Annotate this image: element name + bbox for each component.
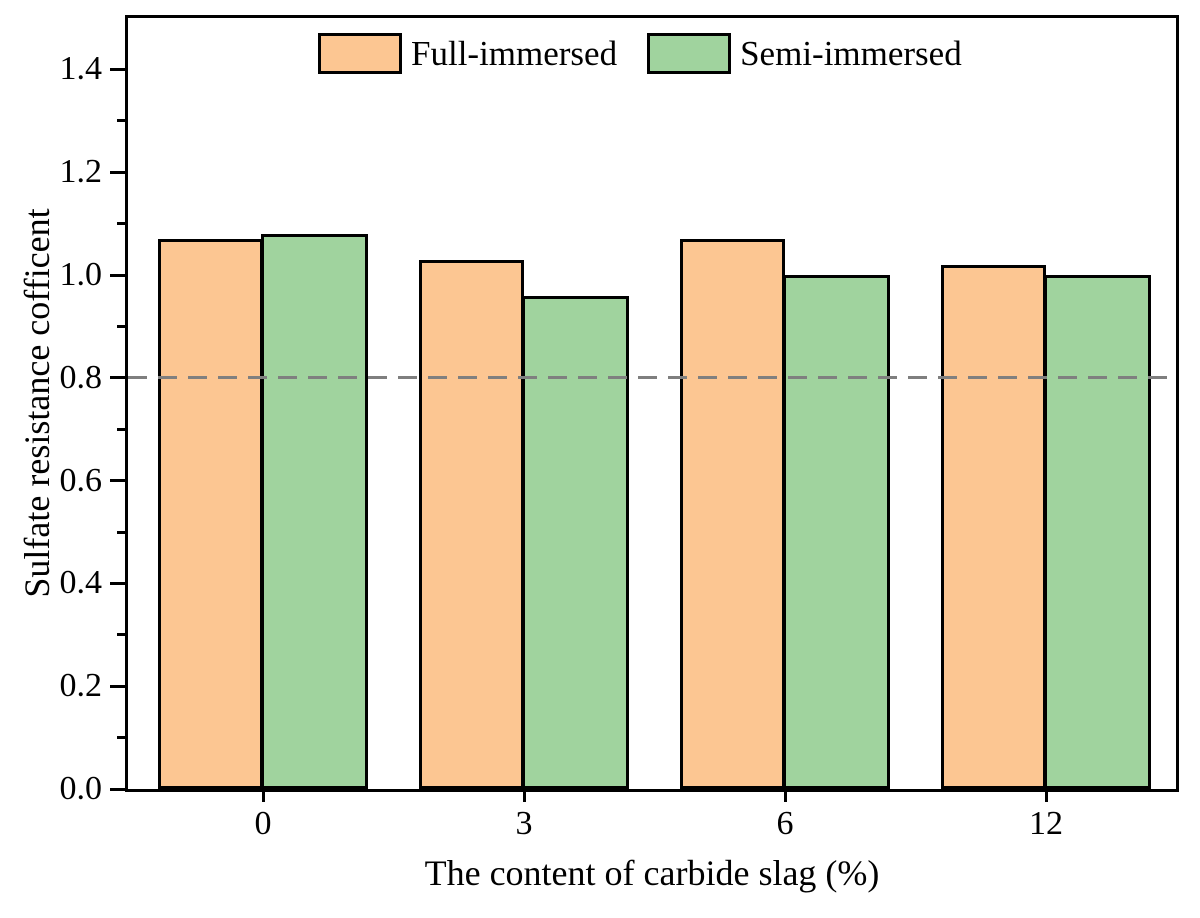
- legend: Full-immersed Semi-immersed: [318, 33, 962, 74]
- y-minor-tick-0.7: [117, 428, 125, 431]
- y-tick-label-1.2: 1.2: [59, 153, 103, 190]
- y-minor-tick-1.1: [117, 222, 125, 225]
- bar-semi-immersed-12: [1044, 275, 1151, 789]
- plot-area: Full-immersed Semi-immersed: [125, 15, 1179, 792]
- y-minor-tick-0.1: [117, 736, 125, 739]
- bar-semi-immersed-3: [522, 296, 629, 789]
- legend-label-semi-immersed: Semi-immersed: [740, 34, 962, 73]
- legend-label-full-immersed: Full-immersed: [411, 34, 618, 73]
- bar-full-immersed-3: [419, 260, 524, 789]
- legend-item-full-immersed: Full-immersed: [318, 33, 617, 74]
- x-tick-0: [262, 789, 265, 802]
- y-tick-label-1.0: 1.0: [59, 256, 103, 293]
- x-tick-label-12: 12: [1029, 805, 1063, 842]
- y-minor-tick-0.9: [117, 325, 125, 328]
- y-major-tick-1.4: [110, 68, 125, 71]
- y-tick-label-0.2: 0.2: [59, 667, 103, 704]
- bar-full-immersed-0: [158, 239, 263, 789]
- x-tick-6: [784, 789, 787, 802]
- x-axis-title: The content of carbide slag (%): [424, 853, 880, 893]
- bar-semi-immersed-0: [261, 234, 368, 789]
- legend-swatch-full-immersed: [318, 33, 402, 74]
- y-minor-tick-0.3: [117, 633, 125, 636]
- x-tick-label-0: 0: [254, 805, 272, 842]
- y-major-tick-0.4: [110, 582, 125, 585]
- y-major-tick-0.8: [110, 376, 125, 379]
- y-tick-label-0.0: 0.0: [59, 770, 103, 807]
- y-major-tick-1.2: [110, 171, 125, 174]
- y-major-tick-0.6: [110, 479, 125, 482]
- x-tick-label-3: 3: [515, 805, 533, 842]
- bar-semi-immersed-6: [783, 275, 890, 789]
- bar-full-immersed-12: [941, 265, 1046, 789]
- y-minor-tick-0.5: [117, 531, 125, 534]
- x-tick-12: [1045, 789, 1048, 802]
- y-major-tick-0.2: [110, 685, 125, 688]
- y-tick-label-0.4: 0.4: [59, 564, 103, 601]
- x-tick-3: [523, 789, 526, 802]
- legend-item-semi-immersed: Semi-immersed: [647, 33, 962, 74]
- y-tick-label-0.6: 0.6: [59, 462, 103, 499]
- reference-line: [128, 376, 1176, 379]
- y-major-tick-0.0: [110, 788, 125, 791]
- y-tick-label-1.4: 1.4: [59, 50, 103, 87]
- y-major-tick-1.0: [110, 274, 125, 277]
- x-tick-label-6: 6: [776, 805, 794, 842]
- y-tick-label-0.8: 0.8: [59, 359, 103, 396]
- y-minor-tick-1.3: [117, 119, 125, 122]
- legend-swatch-semi-immersed: [647, 33, 732, 74]
- bar-full-immersed-6: [680, 239, 785, 789]
